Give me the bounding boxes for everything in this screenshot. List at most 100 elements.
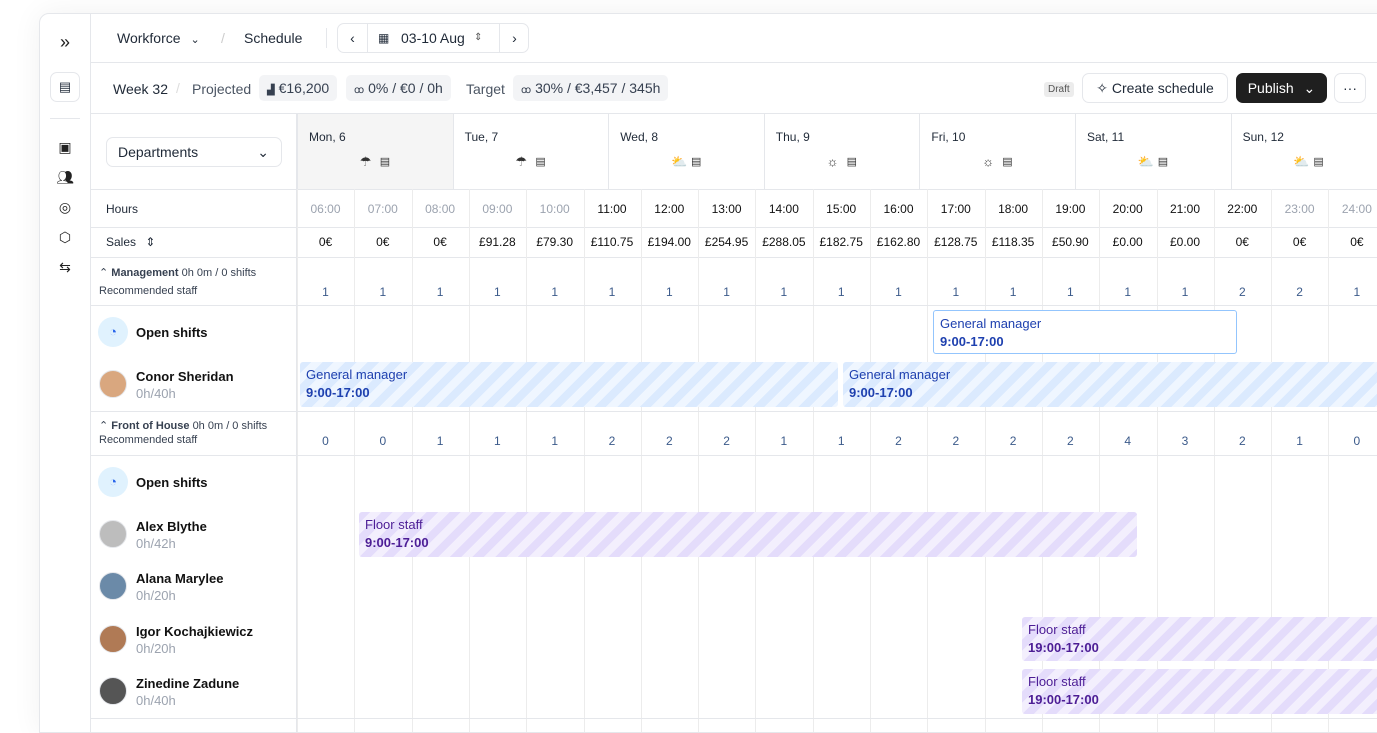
- recommended-staff-label: Recommended staff: [99, 434, 198, 446]
- day-label: Mon, 6: [309, 130, 346, 144]
- note-icon[interactable]: ▤: [1313, 156, 1324, 168]
- day-header[interactable]: Fri, 10 ☼ ▤: [919, 114, 1075, 189]
- more-button[interactable]: ···: [1334, 73, 1366, 103]
- note-icon[interactable]: ▤: [690, 156, 702, 168]
- store-icon[interactable]: ▤: [50, 72, 80, 102]
- hour-label: 22:00: [1227, 202, 1258, 216]
- weather-icon: ☂: [359, 154, 372, 169]
- note-icon[interactable]: ▤: [846, 156, 857, 168]
- publish-button[interactable]: Publish ⌄: [1236, 73, 1327, 103]
- prev-week-button[interactable]: ‹: [338, 24, 368, 52]
- sales-sort[interactable]: Sales ⇕: [106, 235, 155, 249]
- sales-value: 0€: [1350, 235, 1364, 249]
- note-icon[interactable]: ▤: [1157, 156, 1169, 168]
- sales-value: £0.00: [1169, 235, 1201, 249]
- day-header[interactable]: Tue, 7 ☂ ▤: [452, 114, 609, 189]
- shift-role: Floor staff: [1028, 674, 1086, 689]
- date-range[interactable]: 03-10 Aug: [401, 30, 465, 46]
- sales-value: £288.05: [762, 235, 806, 249]
- day-header[interactable]: Wed, 8 ⛅ ▤: [608, 114, 764, 189]
- departments-label: Departments: [118, 144, 199, 160]
- management-section-toggle[interactable]: ⌃ Management 0h 0m / 0 shifts: [99, 267, 257, 279]
- weather-icon: ⛅: [670, 154, 688, 169]
- people-icon: ꝏ: [521, 85, 532, 96]
- sales-value: £128.75: [934, 235, 978, 249]
- chat-icon[interactable]: ◎: [58, 199, 72, 215]
- day-label: Sun, 12: [1242, 130, 1284, 144]
- box-icon[interactable]: ⬡: [58, 229, 72, 245]
- sales-value: £91.28: [479, 235, 516, 249]
- staff-name: Alex Blythe: [136, 519, 207, 534]
- recommended-staff-count: 1: [1124, 285, 1132, 299]
- hour-label: 18:00: [998, 202, 1029, 216]
- shift-time: 9:00-17:00: [849, 385, 913, 400]
- hour-label: 06:00: [310, 202, 341, 216]
- people-icon[interactable]: 👥︎: [56, 169, 74, 185]
- recommended-staff-count: 1: [436, 434, 444, 448]
- hour-label: 09:00: [482, 202, 513, 216]
- recommended-staff-count: 2: [952, 434, 960, 448]
- sales-value: £254.95: [704, 235, 749, 249]
- shift-role: General manager: [940, 316, 1042, 331]
- departments-dropdown[interactable]: Departments ⌄: [106, 137, 282, 167]
- section-summary: 0h 0m / 0 shifts: [181, 267, 257, 279]
- shift-block[interactable]: Floor staff 19:00-17:00: [1022, 669, 1377, 714]
- staff-hours: 0h/42h: [136, 536, 176, 551]
- open-shift-block[interactable]: General manager 9:00-17:00: [933, 310, 1237, 354]
- day-header[interactable]: Sun, 12 ⛅ ▤: [1230, 114, 1377, 189]
- hour-label: 20:00: [1112, 202, 1143, 216]
- open-shifts-icon: ◔: [98, 467, 128, 497]
- top-bar: Workforce ⌄ / Schedule ‹ ▦ 03-10 Aug ⇕ ›: [91, 14, 1377, 63]
- app-switcher[interactable]: Workforce ⌄: [117, 30, 200, 46]
- day-label: Wed, 8: [620, 130, 658, 144]
- recommended-staff-count: 2: [1067, 434, 1074, 448]
- projected-revenue-value: €16,200: [278, 80, 330, 96]
- note-icon[interactable]: ▤: [535, 156, 546, 168]
- weather-icon: ☼: [982, 154, 995, 169]
- divider: [50, 118, 80, 119]
- day-label: Sat, 11: [1087, 130, 1125, 144]
- foh-section-toggle[interactable]: ⌃ Front of House 0h 0m / 0 shifts: [99, 420, 268, 432]
- section-name: Management: [111, 267, 179, 279]
- hour-label: 10:00: [539, 202, 570, 216]
- day-label: Tue, 7: [464, 130, 499, 144]
- shift-block[interactable]: General manager 9:00-17:00: [300, 362, 838, 407]
- dashboard-icon[interactable]: ▣: [58, 139, 72, 155]
- recommended-staff-count: 2: [608, 434, 616, 448]
- note-icon[interactable]: ▤: [379, 156, 391, 168]
- note-icon[interactable]: ▤: [1002, 156, 1013, 168]
- recommended-staff-count: 2: [1009, 434, 1017, 448]
- day-header[interactable]: Mon, 6 ☂ ▤: [297, 114, 453, 189]
- expand-sidebar-icon[interactable]: »: [59, 32, 70, 52]
- page-title: Schedule: [244, 30, 303, 46]
- chevron-down-icon: ⌄: [190, 34, 200, 46]
- staff-hours: 0h/40h: [136, 386, 176, 401]
- next-week-button[interactable]: ›: [499, 24, 529, 52]
- hour-label: 08:00: [425, 202, 456, 216]
- hour-label: 12:00: [654, 202, 685, 216]
- create-schedule-button[interactable]: ✧ Create schedule: [1082, 73, 1228, 103]
- chevron-down-icon: ⌄: [257, 144, 269, 160]
- shift-block[interactable]: Floor staff 19:00-17:00: [1022, 617, 1377, 661]
- publish-label: Publish: [1247, 80, 1294, 96]
- recommended-staff-count: 1: [952, 285, 960, 299]
- day-label: Thu, 9: [775, 130, 810, 144]
- sales-value: 0€: [376, 235, 390, 249]
- recommended-staff-count: 1: [780, 434, 788, 448]
- projected-labour: ꝏ 0% / €0 / 0h: [346, 75, 451, 101]
- status-badge: Draft: [1044, 82, 1074, 97]
- shift-block[interactable]: General manager 9:00-17:00: [843, 362, 1377, 407]
- avatar: [99, 625, 127, 653]
- sales-value: £50.90: [1052, 235, 1089, 249]
- recommended-staff-count: 2: [1296, 285, 1303, 299]
- day-header[interactable]: Sat, 11 ⛅ ▤: [1075, 114, 1231, 189]
- recommended-staff-count: 1: [1067, 285, 1074, 299]
- day-header[interactable]: Thu, 9 ☼ ▤: [763, 114, 920, 189]
- hour-label: 19:00: [1055, 202, 1086, 216]
- shift-block[interactable]: Floor staff 9:00-17:00: [359, 512, 1137, 557]
- swap-icon[interactable]: ⇆: [59, 259, 71, 275]
- recommended-staff-count: 1: [379, 285, 387, 299]
- sparkle-icon: ✧: [1096, 80, 1108, 96]
- staff-hours: 0h/40h: [136, 693, 176, 708]
- sort-icon: ⇕: [474, 32, 483, 43]
